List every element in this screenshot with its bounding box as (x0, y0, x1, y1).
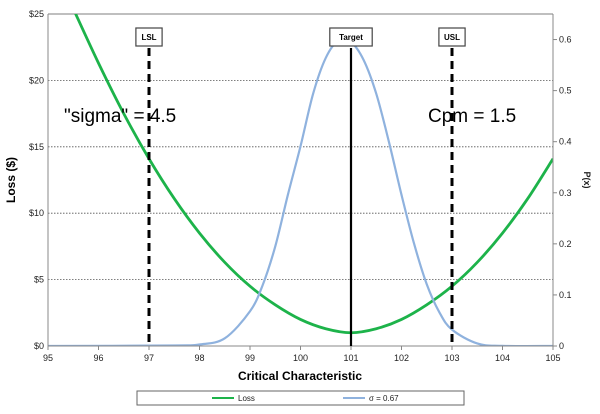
y-axis-right-title: P(x) (582, 171, 592, 188)
y-right-tick-label: 0.1 (559, 290, 572, 300)
usl-label: USL (444, 33, 460, 42)
cpm-annotation: Cpm = 1.5 (428, 106, 516, 127)
x-tick-label: 102 (394, 353, 409, 363)
legend-box (136, 390, 465, 406)
y-left-tick-label: $10 (29, 208, 44, 218)
legend: Loss σ = 0.67 (136, 390, 465, 406)
y-left-tick-label: $15 (29, 142, 44, 152)
lsl-label-box (135, 27, 163, 47)
y-right-tick-label: 0.5 (559, 86, 572, 96)
y-axis-left-title: Loss ($) (4, 157, 18, 203)
x-tick-label: 103 (444, 353, 459, 363)
x-tick-label: 97 (144, 353, 154, 363)
legend-label-sigma: σ = 0.67 (369, 394, 399, 403)
x-tick-label: 105 (545, 353, 560, 363)
x-tick-label: 98 (194, 353, 204, 363)
loss-curve (74, 14, 553, 335)
y-right-tick-label: 0.3 (559, 188, 572, 198)
legend-label-loss: Loss (238, 394, 255, 403)
x-tick-label: 101 (343, 353, 358, 363)
y-left-tick-label: $5 (34, 275, 44, 285)
usl-label-box (438, 27, 466, 47)
x-tick-label: 96 (93, 353, 103, 363)
y-right-tick-label: 0.4 (559, 137, 572, 147)
sigma-annotation: "sigma" = 4.5 (64, 106, 176, 127)
x-tick-label: 99 (245, 353, 255, 363)
reference-lines: LSL Target USL (135, 27, 466, 346)
x-axis-title: Critical Characteristic (238, 369, 362, 383)
y-left-tick-label: $0 (34, 341, 44, 351)
x-tick-label: 95 (43, 353, 53, 363)
lsl-label: LSL (141, 33, 156, 42)
y-right-tick-label: 0.2 (559, 239, 572, 249)
y-right-tick-label: 0 (559, 341, 564, 351)
target-label: Target (339, 33, 363, 42)
target-label-box (329, 27, 373, 47)
y-left-tick-label: $25 (29, 9, 44, 19)
x-tick-label: 100 (293, 353, 308, 363)
y-right-tick-label: 0.6 (559, 35, 572, 45)
x-tick-label: 104 (495, 353, 510, 363)
ticks: $0 $5 $10 $15 $20 $25 0 0.1 0.2 0.3 0.4 0.5 0.6 95 96 9… (29, 9, 572, 363)
y-left-tick-label: $20 (29, 75, 44, 85)
